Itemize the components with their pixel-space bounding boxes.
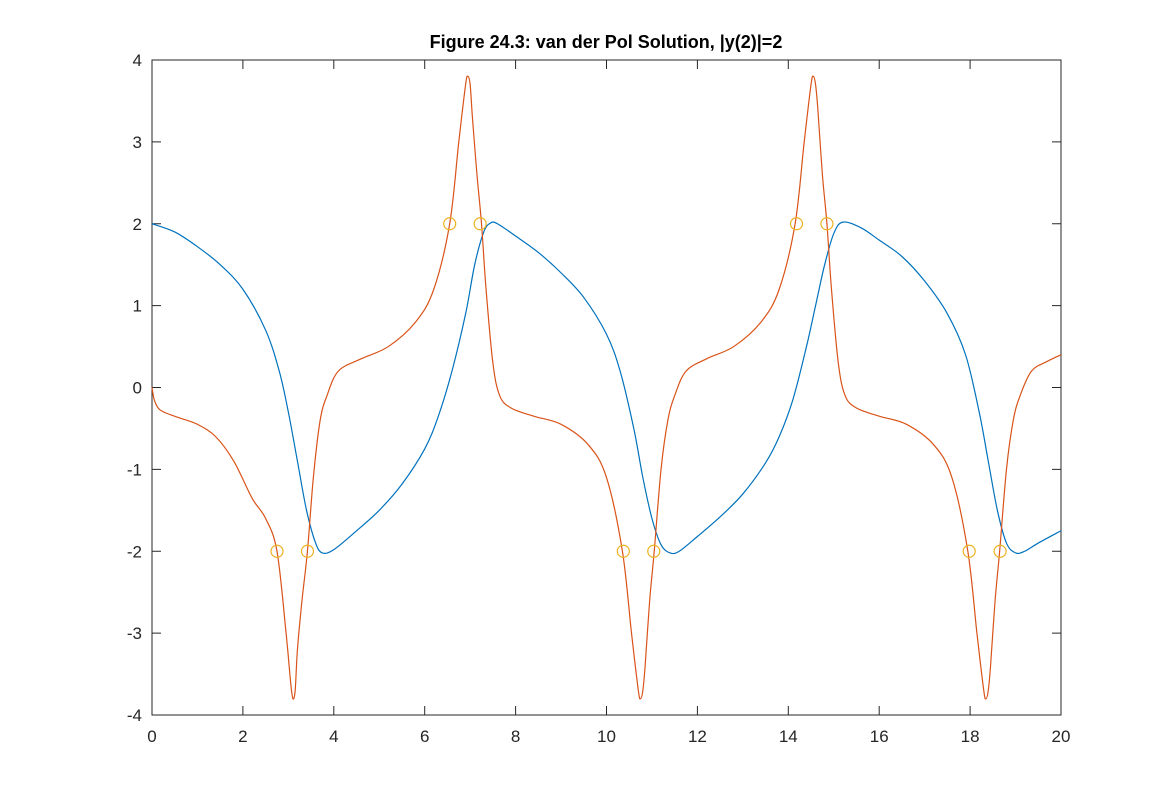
y-tick-label: 3 <box>133 133 142 152</box>
crossing-marker <box>270 544 284 558</box>
y-tick-label: 1 <box>133 297 142 316</box>
series-layer <box>151 75 1062 700</box>
crossing-marker <box>789 217 804 231</box>
crossing-marker <box>820 217 834 231</box>
crossing-markers <box>270 217 1007 558</box>
x-tick-label: 14 <box>779 727 798 746</box>
x-tick-label: 12 <box>688 727 707 746</box>
crossing-marker <box>443 217 457 231</box>
series-y1-line <box>151 221 1062 555</box>
crossing-marker <box>962 544 976 558</box>
crossing-marker <box>993 544 1007 558</box>
x-tick-label: 6 <box>420 727 429 746</box>
x-tick-label: 4 <box>329 727 338 746</box>
chart-title: Figure 24.3: van der Pol Solution, |y(2)… <box>430 32 783 52</box>
y-tick-label: -1 <box>127 460 142 479</box>
x-tick-label: 16 <box>870 727 889 746</box>
x-tick-label: 18 <box>961 727 980 746</box>
y-tick-label: -3 <box>127 624 142 643</box>
x-tick-label: 2 <box>238 727 247 746</box>
x-tick-label: 8 <box>511 727 520 746</box>
y-tick-label: 2 <box>133 215 142 234</box>
crossing-marker <box>647 544 661 558</box>
axis-ticks <box>151 59 1062 716</box>
x-tick-label: 10 <box>597 727 616 746</box>
y-tick-label: -2 <box>127 542 142 561</box>
crossing-marker <box>473 217 487 231</box>
series-y2-line <box>151 75 1062 700</box>
y-tick-label: 4 <box>133 51 142 70</box>
axes-box <box>151 59 1062 716</box>
crossing-marker <box>616 544 630 558</box>
x-tick-label: 20 <box>1052 727 1071 746</box>
y-tick-label: -4 <box>127 706 142 725</box>
crossing-marker <box>300 544 315 558</box>
y-tick-label: 0 <box>133 379 142 398</box>
x-tick-label: 0 <box>147 727 156 746</box>
